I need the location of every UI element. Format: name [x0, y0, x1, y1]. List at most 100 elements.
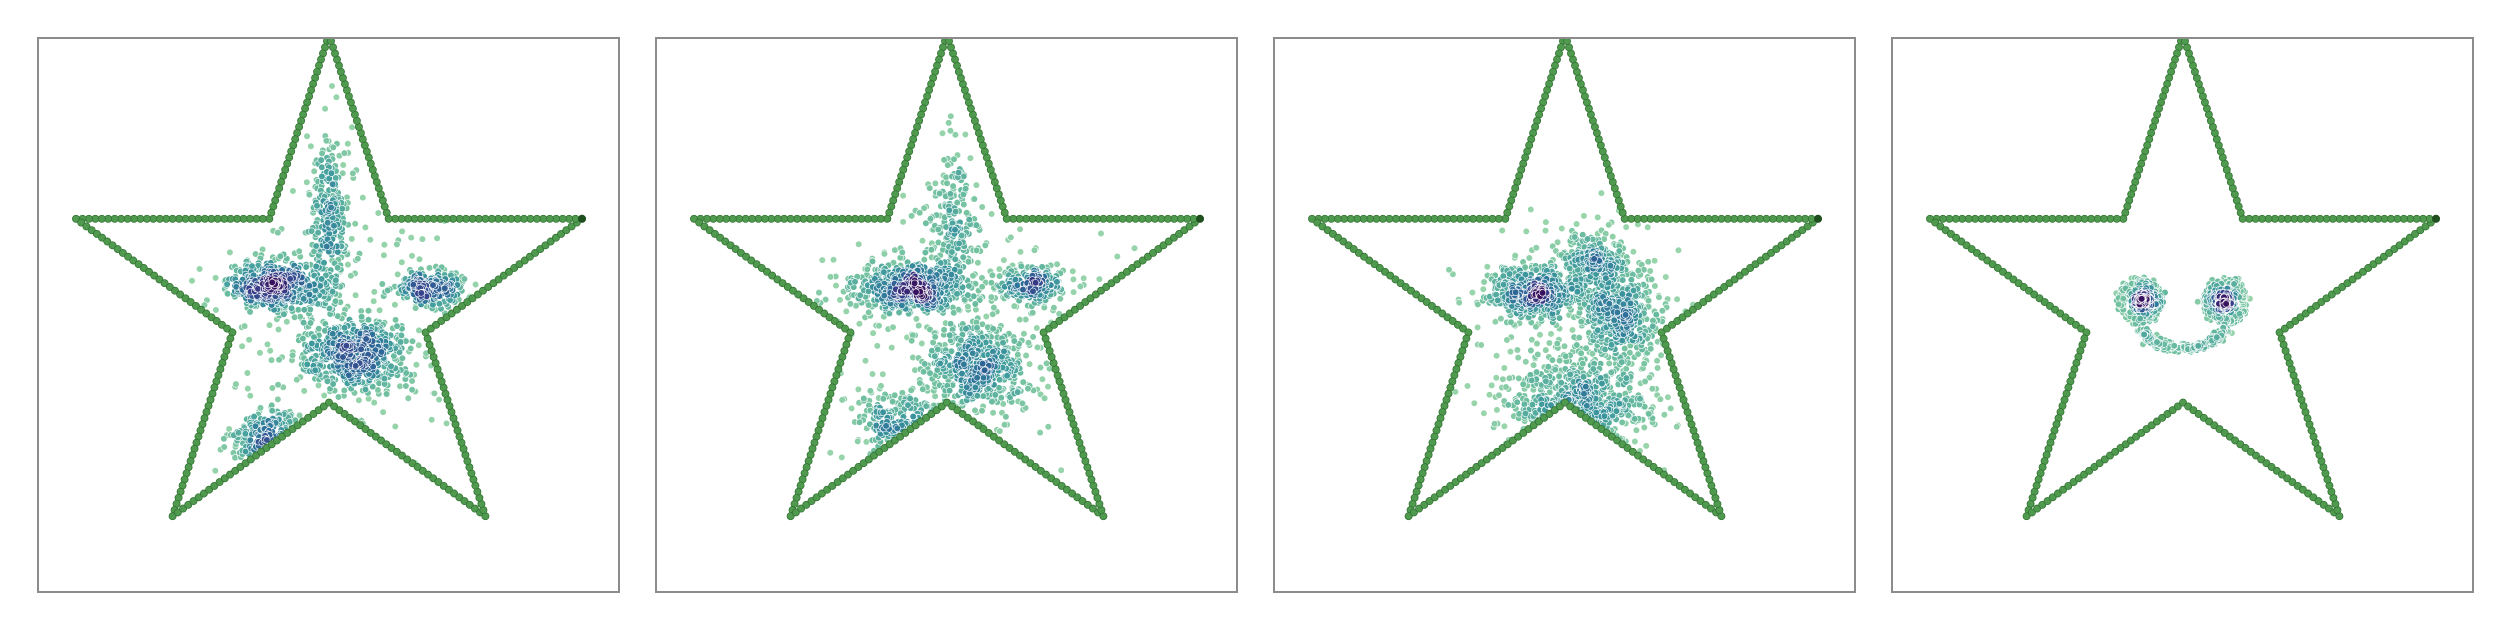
- star-border-point: [434, 478, 443, 487]
- scatter-point: [962, 325, 970, 333]
- star-border-point: [257, 447, 266, 456]
- scatter-point: [224, 290, 232, 298]
- scatter-point: [1080, 274, 1088, 282]
- star-border-point: [168, 512, 177, 521]
- scatter-point: [888, 344, 896, 352]
- scatter-point: [280, 310, 288, 318]
- scatter-point: [918, 339, 926, 348]
- star-border-point: [500, 214, 509, 223]
- star-border-point: [945, 39, 953, 46]
- scatter-point: [376, 306, 384, 314]
- scatter-point: [1113, 252, 1121, 261]
- scatter-point: [1130, 244, 1139, 252]
- scatter-point: [331, 297, 340, 305]
- scatter-point: [397, 338, 405, 346]
- scatter-point: [865, 301, 873, 309]
- scatter-point: [370, 297, 378, 305]
- scatter-point: [1651, 282, 1659, 290]
- star-border-point: [1150, 214, 1159, 223]
- star-border-point: [175, 214, 184, 223]
- scatter-point: [330, 222, 338, 230]
- scatter-point: [934, 225, 942, 234]
- star-border-point: [1176, 214, 1185, 223]
- scatter-point: [1536, 331, 1544, 339]
- star-border-point: [298, 417, 307, 426]
- scatter-point: [1594, 213, 1602, 221]
- star-border-point: [773, 214, 782, 223]
- scatter-point: [435, 300, 444, 308]
- scatter-point: [882, 422, 890, 430]
- scatter-point: [958, 231, 966, 240]
- scatter-point: [1605, 221, 1613, 229]
- scatter-point: [394, 270, 402, 278]
- scatter-point: [243, 369, 251, 377]
- scatter-point: [268, 278, 276, 286]
- scatter-point: [951, 226, 959, 234]
- scatter-point: [1556, 357, 1564, 365]
- star-border-point: [741, 214, 750, 223]
- scatter-point: [340, 386, 348, 395]
- scatter-point: [1626, 384, 1634, 392]
- star-border-point: [387, 444, 396, 452]
- scatter-point: [904, 401, 912, 409]
- scatter-point: [1652, 311, 1660, 319]
- scatter-point: [306, 319, 315, 327]
- star-tip-point: [1196, 214, 1204, 223]
- scatter-point: [267, 356, 276, 364]
- scatter-point: [1499, 375, 1507, 383]
- scatter-point: [1548, 356, 1557, 364]
- scatter-point: [289, 351, 297, 359]
- scatter-point: [324, 219, 332, 227]
- scatter-point: [256, 404, 265, 412]
- scatter-point: [303, 178, 311, 186]
- scatter-point: [1024, 385, 1032, 393]
- scatter-point: [957, 336, 965, 344]
- scatter-point: [212, 274, 220, 282]
- scatter-point: [362, 335, 370, 343]
- scatter-point: [234, 429, 243, 437]
- scatter-point: [251, 422, 260, 430]
- scatter-point: [263, 436, 271, 444]
- scatter-point: [978, 407, 986, 415]
- scatter-point: [1001, 421, 1009, 429]
- scatter-point: [965, 282, 973, 290]
- scatter-point: [300, 306, 308, 314]
- scatter-point: [1480, 409, 1488, 417]
- scatter-point: [188, 277, 196, 285]
- scatter-point: [1522, 358, 1530, 366]
- scatter-point: [931, 352, 939, 360]
- scatter-point: [398, 354, 407, 362]
- scatter-point: [246, 392, 254, 400]
- scatter-point: [851, 278, 859, 286]
- scatter-point: [1527, 205, 1535, 214]
- scatter-point: [855, 320, 863, 328]
- scatter-point: [1000, 256, 1008, 264]
- scatter-point: [1629, 248, 1638, 256]
- scatter-point: [1024, 339, 1033, 347]
- scatter-point: [408, 377, 416, 385]
- scatter-point: [855, 418, 864, 426]
- scatter-point: [988, 271, 997, 279]
- scatter-point: [936, 189, 944, 198]
- scatter-point: [325, 304, 334, 313]
- scatter-point: [340, 149, 349, 157]
- scatter-point: [940, 156, 948, 164]
- scatter-point: [374, 209, 382, 217]
- star-border-point: [851, 214, 860, 223]
- scatter-point: [238, 342, 246, 350]
- scatter-point: [979, 392, 987, 400]
- scatter-point: [854, 437, 862, 446]
- scatter-point: [1036, 429, 1044, 437]
- scatter-point: [854, 385, 862, 394]
- star-border-point: [1054, 214, 1063, 223]
- scatter-point: [329, 330, 337, 338]
- scatter-point: [1649, 322, 1657, 330]
- scatter-point: [1532, 244, 1540, 252]
- scatter-point: [1580, 212, 1588, 220]
- star-border-point: [1009, 214, 1018, 223]
- scatter-point: [1026, 360, 1034, 368]
- scatter-point: [1545, 339, 1554, 347]
- scatter-point: [1019, 286, 1027, 294]
- scatter-point: [963, 383, 971, 391]
- scatter-point: [274, 395, 282, 404]
